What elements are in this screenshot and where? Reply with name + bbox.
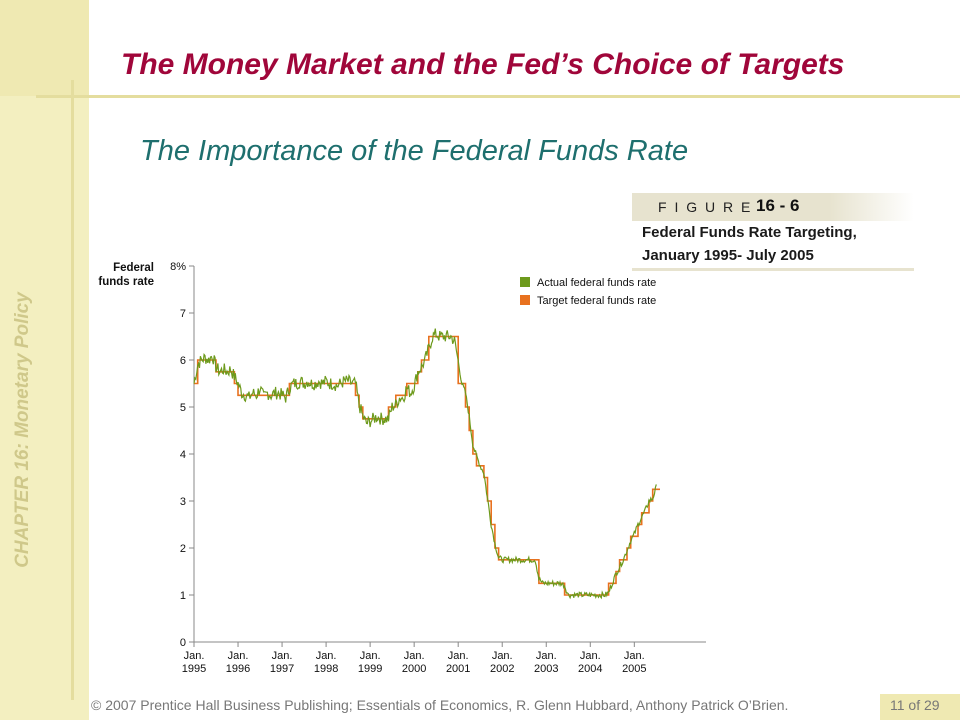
- x-tick-label-line2: 2000: [402, 663, 426, 675]
- y-ticks: 0 1 2 3 4 5 6 7 8%: [170, 261, 194, 649]
- target-rate-line: [194, 335, 660, 596]
- y-tick-label: 7: [180, 308, 186, 320]
- y-tick-label: 8%: [170, 261, 186, 273]
- y-tick-label: 0: [180, 637, 186, 649]
- chapter-side-label: CHAPTER 16: Monetary Policy: [12, 292, 33, 568]
- x-tick-label-line1: Jan.: [316, 650, 337, 662]
- x-tick-label-line1: Jan.: [272, 650, 293, 662]
- y-tick-label: 2: [180, 543, 186, 555]
- page-number: 11 of 29: [890, 697, 940, 713]
- legend-swatch: [520, 295, 530, 305]
- x-tick-label-line2: 1998: [314, 663, 338, 675]
- y-tick-label: 3: [180, 496, 186, 508]
- figure-caption-line1: Federal Funds Rate Targeting,: [642, 224, 857, 241]
- figure-word: F I G U R E: [658, 199, 753, 215]
- legend-label: Actual federal funds rate: [537, 277, 656, 289]
- x-tick-label-line2: 1997: [270, 663, 294, 675]
- x-ticks: Jan.1995Jan.1996Jan.1997Jan.1998Jan.1999…: [182, 642, 647, 675]
- x-tick-label-line1: Jan.: [536, 650, 557, 662]
- figure-label-bar: [632, 193, 914, 221]
- y-tick-label: 6: [180, 355, 186, 367]
- x-tick-label-line2: 2002: [490, 663, 514, 675]
- x-tick-label-line1: Jan.: [404, 650, 425, 662]
- x-tick-label-line1: Jan.: [184, 650, 205, 662]
- slide-subtitle: The Importance of the Federal Funds Rate: [140, 135, 689, 167]
- x-tick-label-line1: Jan.: [360, 650, 381, 662]
- y-axis-label-line1: Federal: [113, 262, 154, 274]
- side-band-top: [0, 0, 89, 96]
- slide-title: The Money Market and the Fed’s Choice of…: [121, 48, 845, 81]
- figure-caption: Federal Funds Rate Targeting, January 19…: [642, 221, 857, 267]
- series-lines: [193, 328, 660, 600]
- x-tick-label-line2: 1999: [358, 663, 382, 675]
- y-tick-label: 4: [180, 449, 186, 461]
- figure-caption-line2: January 1995- July 2005: [642, 247, 814, 264]
- side-band: [0, 0, 89, 720]
- x-tick-label-line1: Jan.: [228, 650, 249, 662]
- actual-rate-line: [193, 328, 657, 600]
- y-tick-label: 5: [180, 402, 186, 414]
- legend-swatch: [520, 277, 530, 287]
- y-axis-label: Federal funds rate: [98, 262, 154, 288]
- x-tick-label-line1: Jan.: [624, 650, 645, 662]
- y-tick-label: 1: [180, 590, 186, 602]
- x-tick-label-line1: Jan.: [448, 650, 469, 662]
- x-tick-label-line2: 1996: [226, 663, 250, 675]
- x-tick-label-line2: 2001: [446, 663, 470, 675]
- x-tick-label-line2: 2004: [578, 663, 602, 675]
- x-tick-label-line1: Jan.: [580, 650, 601, 662]
- figure-number: 16 - 6: [756, 196, 800, 215]
- axes: [193, 266, 706, 643]
- figure-caption-underline: [632, 268, 914, 271]
- x-tick-label-line2: 1995: [182, 663, 206, 675]
- vertical-rule: [71, 80, 74, 700]
- x-tick-label-line2: 2005: [622, 663, 646, 675]
- footer-copyright: © 2007 Prentice Hall Business Publishing…: [91, 697, 789, 713]
- legend: Actual federal funds rate Target federal …: [520, 277, 656, 307]
- y-axis-label-line2: funds rate: [98, 276, 154, 288]
- horizontal-rule: [36, 95, 960, 98]
- x-tick-label-line1: Jan.: [492, 650, 513, 662]
- page-number-box: [880, 694, 960, 720]
- x-tick-label-line2: 2003: [534, 663, 558, 675]
- legend-label: Target federal funds rate: [537, 295, 656, 307]
